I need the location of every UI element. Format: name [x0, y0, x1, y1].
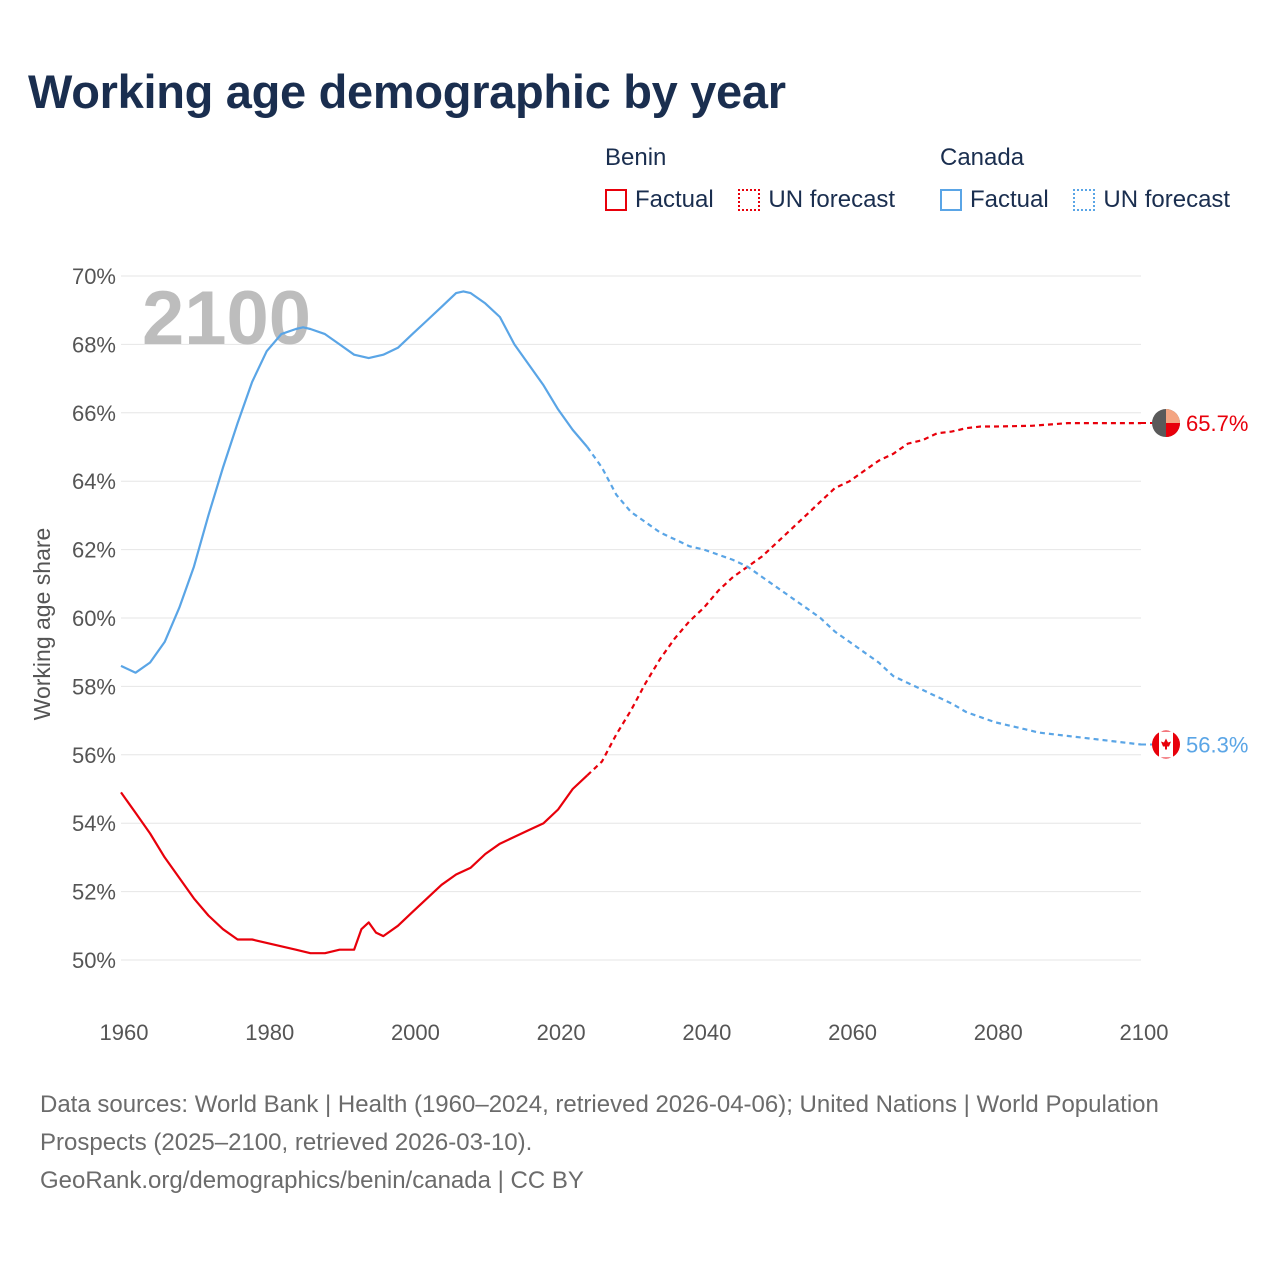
- y-axis: 50% 52% 54% 56% 58% 60% 62% 64% 66% 68% 70%: [72, 264, 116, 973]
- series-line-benin-forecast: [586, 422, 1141, 777]
- end-markers: 65.7% 56.3%: [1141, 409, 1248, 759]
- benin-flag-icon: [1152, 409, 1181, 438]
- y-tick-label: 54%: [72, 811, 116, 836]
- x-tick-label: 2040: [682, 1020, 731, 1045]
- y-tick-label: 64%: [72, 469, 116, 494]
- x-tick-label: 2000: [391, 1020, 440, 1045]
- y-tick-label: 68%: [72, 332, 116, 357]
- legend-item-canada-factual[interactable]: Factual: [940, 186, 1049, 214]
- x-tick-label: 2080: [974, 1020, 1023, 1045]
- chart-title: Working age demographic by year: [28, 65, 786, 118]
- flag-quadrant: [1166, 423, 1180, 438]
- x-tick-label: 1980: [245, 1020, 294, 1045]
- y-tick-label: 60%: [72, 606, 116, 631]
- end-value-label: 56.3%: [1186, 733, 1248, 758]
- legend-item-benin-factual[interactable]: Factual: [605, 186, 714, 214]
- legend-swatch-dotted: [738, 189, 761, 211]
- x-tick-label: 1960: [100, 1020, 149, 1045]
- data-sources-text: Data sources: World Bank | Health (1960–…: [40, 1091, 1159, 1156]
- series-line-benin-factual: [120, 774, 589, 955]
- legend-label: UN forecast: [1103, 186, 1231, 213]
- legend-label: Factual: [635, 186, 714, 213]
- legend-swatch-dotted: [1073, 189, 1096, 211]
- end-value-label: 65.7%: [1186, 411, 1248, 436]
- series-line-canada-factual: [120, 290, 589, 674]
- y-tick-label: 70%: [72, 264, 116, 289]
- series-lines: [120, 290, 1142, 955]
- gridlines: [121, 275, 1141, 961]
- legend-swatch-solid: [605, 189, 627, 211]
- legend-group-benin: Benin Factual UN forecast: [605, 144, 913, 218]
- y-axis-title: Working age share: [29, 528, 55, 721]
- canada-flag-icon: [1152, 730, 1180, 759]
- source-link[interactable]: GeoRank.org/demographics/benin/canada | …: [40, 1167, 584, 1194]
- y-tick-label: 50%: [72, 948, 116, 973]
- x-axis: 1960 1980 2000 2020 2040 2060 2080 2100: [100, 1020, 1169, 1045]
- y-tick-label: 58%: [72, 674, 116, 699]
- y-tick-label: 66%: [72, 401, 116, 426]
- x-tick-label: 2100: [1120, 1020, 1169, 1045]
- maple-leaf-icon: [1161, 738, 1171, 750]
- current-year-label: 2100: [142, 276, 311, 361]
- x-tick-label: 2060: [828, 1020, 877, 1045]
- legend-item-benin-forecast[interactable]: UN forecast: [738, 186, 895, 214]
- legend-group-canada: Canada Factual UN forecast: [940, 144, 1248, 218]
- y-tick-label: 52%: [72, 880, 116, 905]
- line-chart: 50%52%54%56%58%60%62%64%66%68%70% 1960 19…: [29, 264, 1248, 1045]
- legend-label: Factual: [970, 186, 1049, 213]
- legend-group-name: Benin: [605, 144, 667, 171]
- footer: Data sources: World Bank | Health (1960–…: [40, 1086, 1220, 1200]
- series-line-canada-forecast: [586, 446, 1142, 746]
- y-tick-label: 62%: [72, 538, 116, 563]
- x-tick-label: 2020: [537, 1020, 586, 1045]
- legend-group-name: Canada: [940, 144, 1025, 171]
- legend-item-canada-forecast[interactable]: UN forecast: [1073, 186, 1230, 214]
- legend-label: UN forecast: [768, 186, 896, 213]
- y-tick-label: 56%: [72, 743, 116, 768]
- legend-swatch-solid: [940, 189, 962, 211]
- flag-quadrant: [1166, 409, 1181, 424]
